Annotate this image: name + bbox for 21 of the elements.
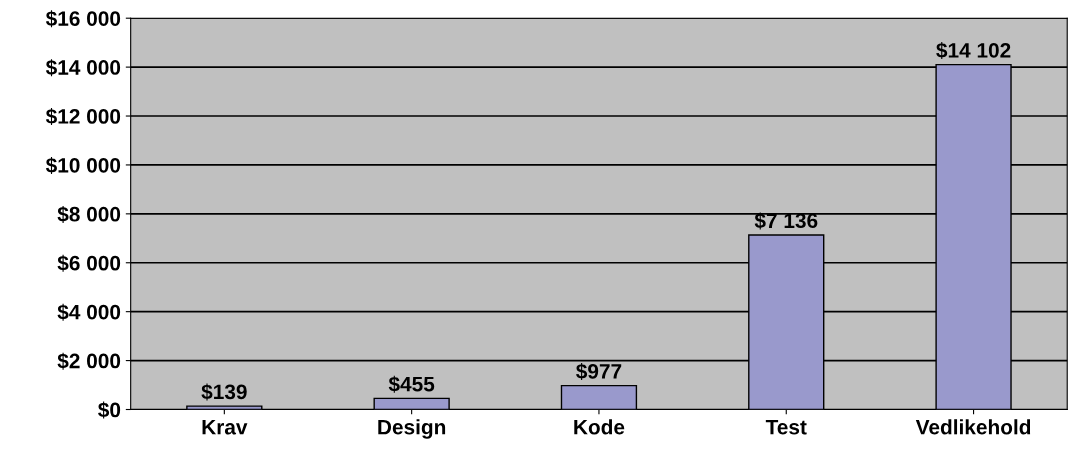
data-label: $139 <box>201 383 247 401</box>
x-tick-label: Vedlikehold <box>915 419 1031 435</box>
y-tick-label: $0 <box>98 401 121 419</box>
data-label: $14 102 <box>936 42 1011 60</box>
y-tick-label: $2 000 <box>57 352 121 370</box>
x-tick-label: Design <box>378 419 446 439</box>
x-tick-label: Test <box>765 419 807 435</box>
y-tick-label: $10 000 <box>45 157 121 175</box>
y-tick-label: $4 000 <box>57 303 121 321</box>
bar <box>560 384 638 410</box>
y-tick-label: $16 000 <box>45 10 121 28</box>
y-tick-label: $12 000 <box>45 108 121 126</box>
bar <box>373 397 450 410</box>
y-tick-label: $8 000 <box>57 205 121 223</box>
x-tick-label: Krav <box>202 419 248 435</box>
data-label: $977 <box>576 363 622 381</box>
data-label: $455 <box>388 375 435 393</box>
bar <box>186 405 263 410</box>
y-tick-label: $14 000 <box>45 59 121 77</box>
y-tick-label: $6 000 <box>57 254 121 272</box>
x-tick-label: Kode <box>574 419 625 435</box>
